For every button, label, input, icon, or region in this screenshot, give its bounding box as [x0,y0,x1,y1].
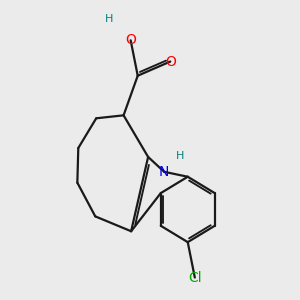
Text: H: H [176,151,184,161]
Text: O: O [125,33,136,47]
Text: N: N [159,165,169,179]
Text: Cl: Cl [188,271,202,284]
Text: O: O [165,55,176,68]
Text: H: H [105,14,114,24]
